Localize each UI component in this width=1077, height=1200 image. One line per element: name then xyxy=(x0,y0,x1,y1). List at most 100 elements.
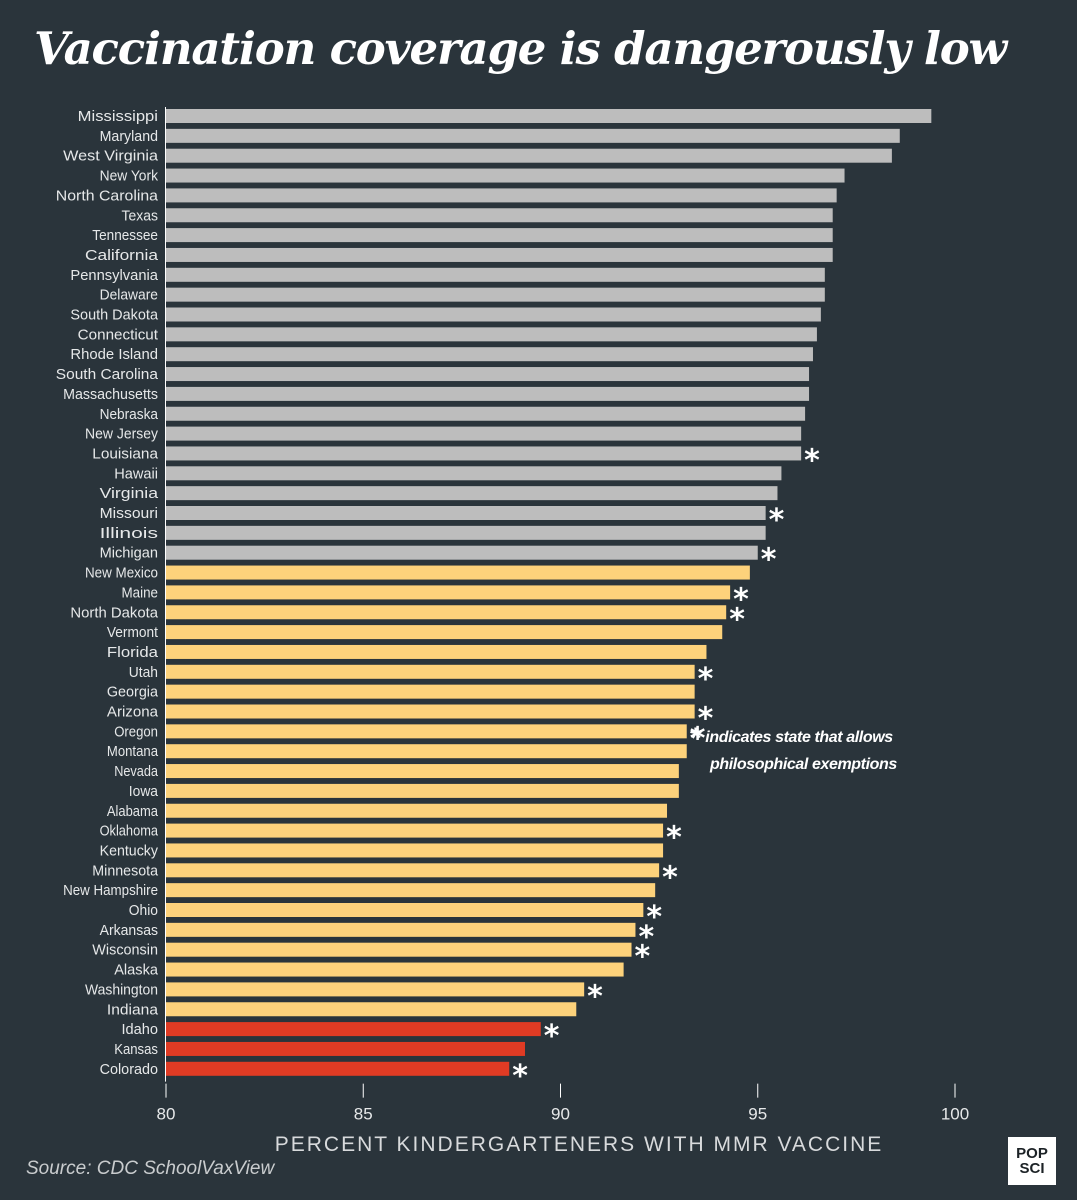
bar-north-carolina xyxy=(166,188,837,203)
page-title: Vaccination coverage is dangerously low xyxy=(34,22,1007,75)
state-label: Wisconsin xyxy=(92,942,158,959)
bar-florida xyxy=(166,644,707,659)
state-label: North Carolina xyxy=(56,187,159,204)
popsci-logo: POP SCI xyxy=(1008,1137,1056,1185)
exemption-asterisk: * xyxy=(662,860,678,895)
x-tick-label: 85 xyxy=(354,1105,373,1124)
exemption-legend: * indicates state that allows philosophic… xyxy=(690,722,950,778)
bar-pennsylvania xyxy=(166,267,825,282)
bar-texas xyxy=(166,208,833,223)
x-tick-label: 80 xyxy=(157,1105,176,1124)
bar-mississippi xyxy=(166,109,932,123)
bar-west-virginia xyxy=(166,148,892,163)
bar-maine xyxy=(166,585,731,600)
bar-massachusetts xyxy=(166,386,810,401)
state-label: Oregon xyxy=(114,723,158,740)
state-label: Georgia xyxy=(107,684,159,701)
x-tick-label: 95 xyxy=(748,1105,767,1124)
bar-alaska xyxy=(166,962,624,977)
bar-georgia xyxy=(166,684,695,699)
x-tick-label: 100 xyxy=(941,1105,969,1124)
bar-new-hampshire xyxy=(166,883,656,898)
state-label: Maine xyxy=(122,584,159,601)
state-label: Mississippi xyxy=(78,108,158,125)
exemption-asterisk: * xyxy=(733,582,749,617)
bar-south-carolina xyxy=(166,367,810,382)
state-label: Massachusetts xyxy=(63,386,158,403)
state-label: Missouri xyxy=(100,505,158,522)
state-label: New Mexico xyxy=(85,565,158,582)
state-label: New Hampshire xyxy=(63,882,158,899)
bar-alabama xyxy=(166,803,668,818)
bar-indiana xyxy=(166,1002,577,1017)
state-label: North Dakota xyxy=(70,604,158,621)
state-label: New York xyxy=(100,168,159,185)
state-label: Maryland xyxy=(100,128,158,145)
state-label: Utah xyxy=(129,664,158,681)
state-label: Tennessee xyxy=(92,227,158,244)
state-label: West Virginia xyxy=(63,148,159,165)
state-label: Colorado xyxy=(100,1061,158,1078)
state-label: Illinois xyxy=(100,525,158,542)
bar-tennessee xyxy=(166,228,833,243)
legend-text-line2: philosophical exemptions xyxy=(710,756,897,773)
bar-montana xyxy=(166,744,687,759)
exemption-asterisk: * xyxy=(544,1019,560,1054)
state-label: Indiana xyxy=(107,1001,159,1018)
bar-new-jersey xyxy=(166,426,802,441)
bar-ohio xyxy=(166,903,644,917)
bar-iowa xyxy=(166,783,679,798)
state-label: Idaho xyxy=(122,1021,159,1038)
state-label: Montana xyxy=(107,743,159,760)
state-label: Kentucky xyxy=(100,842,159,859)
bar-oregon xyxy=(166,724,687,739)
state-label: Pennsylvania xyxy=(70,267,158,284)
state-label: Hawaii xyxy=(114,465,158,482)
asterisk-icon: * xyxy=(690,722,702,755)
state-label: Florida xyxy=(107,644,159,661)
exemption-asterisk: * xyxy=(761,543,777,578)
source-note: Source: CDC SchoolVaxView xyxy=(26,1158,275,1179)
bar-south-dakota xyxy=(166,307,821,322)
bar-kentucky xyxy=(166,843,664,858)
state-label: Iowa xyxy=(129,783,159,800)
bar-illinois xyxy=(166,525,766,540)
state-label: Vermont xyxy=(107,624,159,641)
state-label: Virginia xyxy=(100,485,159,502)
state-label: New Jersey xyxy=(85,426,158,443)
bar-rhode-island xyxy=(166,347,813,362)
exemption-asterisk: * xyxy=(666,821,682,856)
bar-washington xyxy=(166,982,585,997)
logo-line2: SCI xyxy=(1019,1160,1045,1177)
state-label: Nebraska xyxy=(100,406,159,423)
state-label: Alaska xyxy=(114,962,158,979)
legend-text-line1: indicates state that allows xyxy=(705,729,893,746)
exemption-asterisk: * xyxy=(635,940,651,975)
state-label: Michigan xyxy=(100,545,158,562)
state-label: Minnesota xyxy=(92,862,158,879)
exemption-asterisk: * xyxy=(698,662,714,697)
x-tick-label: 90 xyxy=(551,1105,570,1124)
bar-utah xyxy=(166,664,695,679)
exemption-asterisk: * xyxy=(804,443,820,478)
state-label: Arizona xyxy=(107,704,159,721)
bar-colorado xyxy=(166,1061,510,1076)
bar-wisconsin xyxy=(166,942,632,957)
bar-hawaii xyxy=(166,466,782,481)
bar-arkansas xyxy=(166,922,636,937)
x-axis-label: PERCENT KINDERGARTENERS WITH MMR VACCINE xyxy=(274,1133,884,1156)
bar-michigan xyxy=(166,545,758,560)
state-label: Connecticut xyxy=(78,326,159,343)
bar-new-mexico xyxy=(166,565,750,580)
state-label: Arkansas xyxy=(100,922,158,939)
state-label: South Carolina xyxy=(56,366,159,383)
bar-idaho xyxy=(166,1022,541,1037)
state-label: Delaware xyxy=(100,287,158,304)
exemption-asterisk: * xyxy=(698,702,714,737)
state-label: Louisiana xyxy=(92,445,158,462)
bar-minnesota xyxy=(166,863,660,878)
exemption-asterisk: * xyxy=(638,920,654,955)
exemption-asterisk: * xyxy=(512,1059,528,1094)
bar-louisiana xyxy=(166,446,802,461)
